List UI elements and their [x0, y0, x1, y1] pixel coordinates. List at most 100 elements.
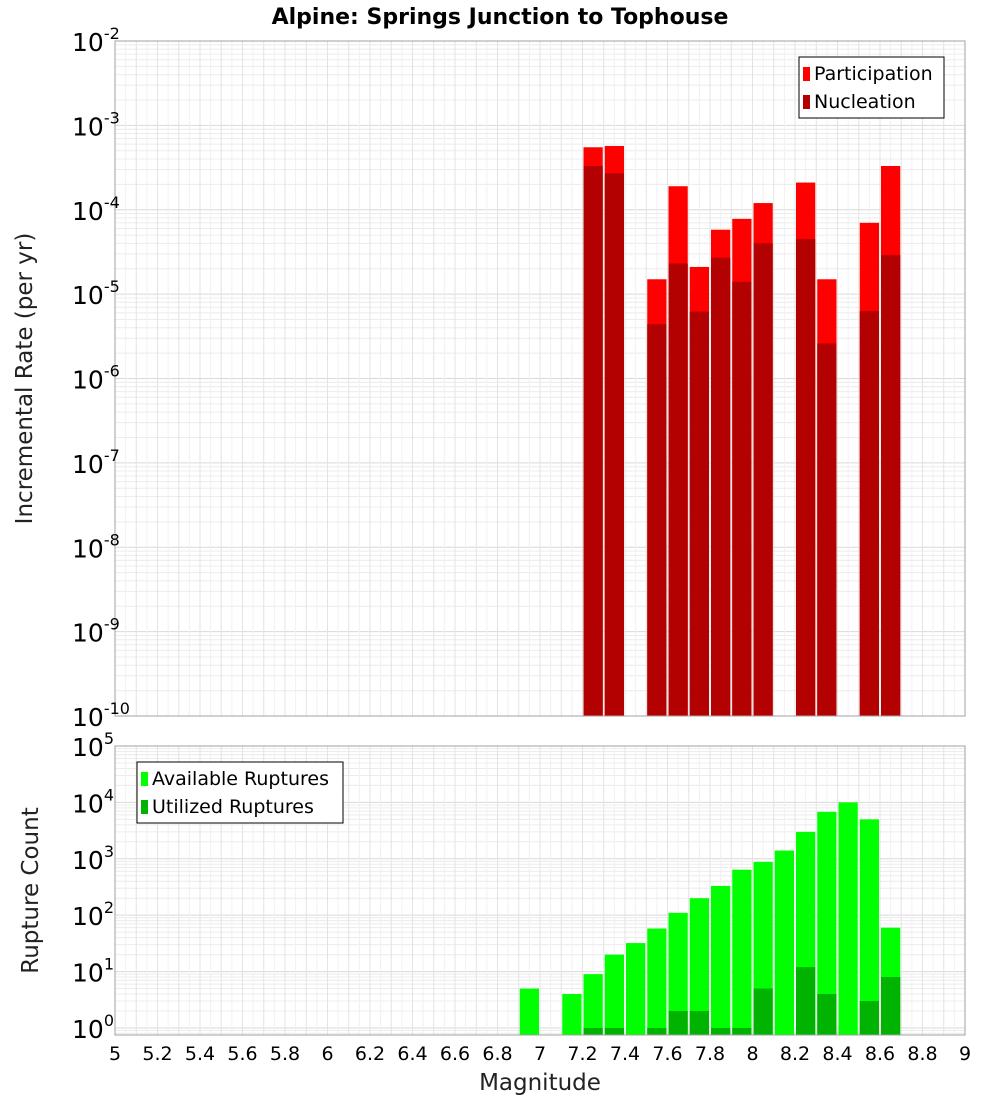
bar-b-7.35 [604, 173, 624, 716]
bar-b-7.85 [711, 257, 731, 716]
x-tick-label: 9 [959, 1043, 971, 1065]
x-tick-label: 6.6 [440, 1043, 470, 1065]
y-tick-label: 10-9 [72, 615, 120, 648]
bar-b-7.75 [689, 1010, 709, 1035]
y-tick-exponent: -3 [104, 108, 120, 127]
x-tick-labels: 5 5.2 5.4 5.6 5.8 6 6.2 6.4 6.6 6.8 7 7.2 7.4 7.6 7.8 8… [109, 1043, 971, 1065]
bar-b-7.65 [668, 1010, 688, 1035]
legend-swatch [803, 95, 810, 109]
y-tick-label: 10-4 [72, 193, 120, 226]
x-tick-label: 5.4 [185, 1043, 215, 1065]
x-tick-label: 7 [534, 1043, 546, 1065]
y-tick-exponent: -4 [104, 193, 120, 212]
x-tick-label: 8.6 [865, 1043, 895, 1065]
bar-a-8.45 [838, 802, 858, 1035]
y-tick-label: 104 [72, 785, 114, 818]
bar-a-7.85 [711, 885, 731, 1035]
bar-b-7.55 [647, 324, 667, 716]
x-tick-label: 5.6 [227, 1043, 257, 1065]
y-tick-label: 105 [72, 729, 114, 762]
panel-rate: 10-10 10-9 10-8 10-7 10-6 10-5 10-4 10-3 10-2 Inc… [12, 24, 966, 732]
legend-swatch [141, 800, 148, 814]
x-axis-label: Magnitude [479, 1070, 601, 1096]
bar-a-7.75 [689, 898, 709, 1035]
bar-b-8.25 [796, 967, 816, 1035]
legend-box [798, 56, 945, 119]
y-tick-label: 10-2 [72, 24, 120, 57]
x-tick-label: 7.4 [610, 1043, 640, 1065]
bar-a-6.95 [519, 988, 539, 1035]
legend-box [136, 761, 344, 824]
y-tick-exponent: -9 [104, 615, 120, 634]
y-tick-exponent: 0 [104, 1011, 114, 1030]
bar-b-8.55 [859, 1001, 879, 1035]
y-tick-label: 10-3 [72, 108, 120, 141]
y-tick-exponent: -5 [104, 277, 120, 296]
y-tick-label: 10-7 [72, 446, 120, 479]
bar-b-8.35 [817, 343, 837, 716]
bar-a-8.35 [817, 811, 837, 1035]
y-tick-exponent: -7 [104, 446, 120, 465]
bar-b-7.95 [732, 281, 752, 716]
bar-a-7.55 [647, 928, 667, 1035]
x-tick-label: 6.4 [397, 1043, 427, 1065]
y-tick-label: 101 [72, 955, 114, 988]
legend-label: Available Ruptures [152, 768, 329, 790]
plot-frame [114, 745, 966, 1036]
bar-b-7.75 [689, 311, 709, 716]
y-tick-label: 10-5 [72, 277, 120, 310]
y-tick-exponent: 2 [104, 898, 114, 917]
y-axis-label: Incremental Rate (per yr) [12, 233, 38, 525]
chart-panels: 10-1010-910-810-710-610-510-410-310-2Inc… [12, 24, 971, 1065]
legend-swatch [803, 67, 810, 81]
y-tick-label: 10-8 [72, 530, 120, 563]
bar-b-8.55 [859, 311, 879, 716]
y-tick-labels: 10-10 10-9 10-8 10-7 10-6 10-5 10-4 10-3 10-2 [72, 24, 130, 732]
x-tick-label: 5 [109, 1043, 121, 1065]
bar-b-7.25 [583, 1027, 603, 1035]
x-tick-label: 6.2 [355, 1043, 385, 1065]
y-tick-exponent: -10 [104, 699, 130, 718]
bar-a-7.65 [668, 912, 688, 1035]
legend-label: Participation [814, 63, 933, 85]
bar-a-7.25 [583, 974, 603, 1035]
bar-a-7.95 [732, 869, 752, 1035]
y-tick-exponent: -8 [104, 530, 120, 549]
x-tick-label: 8.8 [907, 1043, 937, 1065]
y-tick-label: 100 [72, 1011, 114, 1044]
y-tick-exponent: 3 [104, 842, 114, 861]
x-tick-label: 5.2 [142, 1043, 172, 1065]
legend-label: Nucleation [814, 91, 916, 113]
bar-a-7.45 [626, 943, 646, 1035]
y-tick-label: 10-6 [72, 362, 120, 395]
series-nucleation [583, 166, 901, 717]
x-tick-label: 7.2 [567, 1043, 597, 1065]
plot-frame [114, 40, 966, 717]
x-tick-label: 5.8 [270, 1043, 300, 1065]
x-tick-label: 8.2 [780, 1043, 810, 1065]
legend-swatch [141, 772, 148, 786]
legend-label: Utilized Ruptures [152, 796, 314, 818]
bar-b-8.05 [753, 988, 773, 1035]
x-tick-label: 8.4 [822, 1043, 852, 1065]
bar-a-7.35 [604, 954, 624, 1035]
bar-b-8.25 [796, 239, 816, 716]
bar-a-7.15 [562, 994, 582, 1035]
x-tick-label: 6.8 [482, 1043, 512, 1065]
y-tick-exponent: -6 [104, 362, 120, 381]
bar-b-7.65 [668, 263, 688, 716]
x-tick-label: 6 [321, 1043, 333, 1065]
y-axis-label: Rupture Count [18, 807, 44, 973]
x-tick-label: 7.8 [695, 1043, 725, 1065]
x-tick-label: 7.6 [652, 1043, 682, 1065]
y-tick-exponent: 5 [104, 729, 114, 748]
bar-b-8.05 [753, 243, 773, 717]
bar-b-7.85 [711, 1027, 731, 1035]
grid [114, 40, 966, 717]
y-tick-exponent: 4 [104, 785, 114, 804]
bar-b-8.35 [817, 994, 837, 1035]
y-tick-label: 103 [72, 842, 114, 875]
chart-title: Alpine: Springs Junction to Tophouse [272, 5, 729, 30]
